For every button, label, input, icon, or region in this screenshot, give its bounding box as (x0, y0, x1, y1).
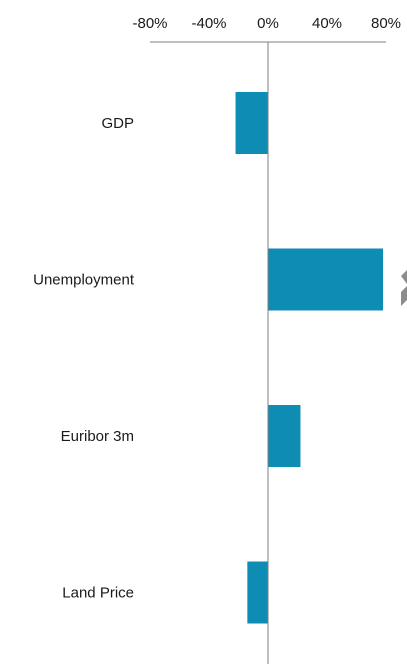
bar (235, 92, 268, 154)
edge-decoration (401, 270, 407, 306)
bar (268, 248, 384, 311)
bars (235, 92, 384, 624)
x-tick-label: -40% (191, 15, 226, 32)
category-label: Unemployment (33, 272, 135, 289)
bar (247, 561, 268, 624)
x-tick-label: 80% (371, 15, 401, 32)
category-label: Euribor 3m (61, 428, 134, 445)
category-label: GDP (101, 115, 134, 132)
chevron-right-icon (401, 270, 407, 306)
x-tick-label: 0% (257, 15, 279, 32)
category-labels: GDP Unemployment Euribor 3m Land Price (33, 115, 135, 602)
x-tick-label: 40% (312, 15, 342, 32)
bar (268, 405, 301, 467)
x-tick-labels: -80% -40% 0% 40% 80% (132, 15, 401, 32)
category-label: Land Price (62, 585, 134, 602)
x-tick-label: -80% (132, 15, 167, 32)
